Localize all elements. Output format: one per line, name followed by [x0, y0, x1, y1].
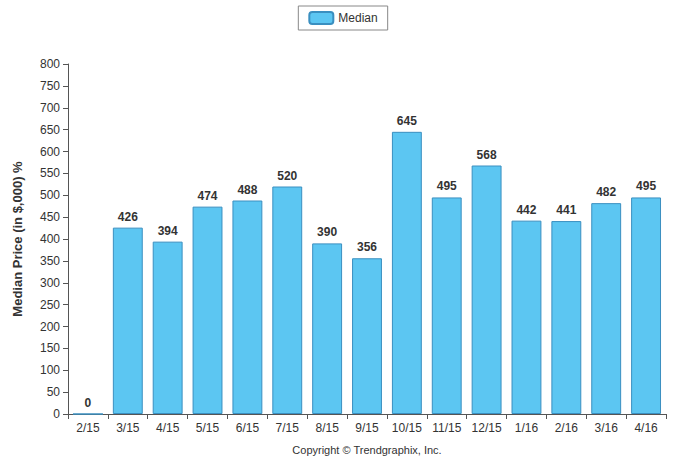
svg-text:350: 350	[40, 254, 60, 268]
svg-text:0: 0	[53, 407, 60, 421]
svg-text:4/16: 4/16	[634, 421, 658, 435]
svg-text:250: 250	[40, 298, 60, 312]
svg-text:200: 200	[40, 320, 60, 334]
svg-text:700: 700	[40, 101, 60, 115]
svg-text:Median: Median	[338, 11, 377, 25]
svg-text:5/15: 5/15	[196, 421, 220, 435]
svg-text:300: 300	[40, 276, 60, 290]
svg-text:9/15: 9/15	[355, 421, 379, 435]
svg-text:Median Price (in $,000) %: Median Price (in $,000) %	[10, 161, 25, 317]
svg-text:150: 150	[40, 341, 60, 355]
svg-text:390: 390	[317, 225, 337, 239]
svg-text:400: 400	[40, 232, 60, 246]
svg-text:520: 520	[277, 169, 297, 183]
svg-text:650: 650	[40, 123, 60, 137]
svg-text:100: 100	[40, 363, 60, 377]
svg-text:2/16: 2/16	[555, 421, 579, 435]
svg-text:645: 645	[397, 114, 417, 128]
svg-text:482: 482	[596, 185, 616, 199]
svg-text:495: 495	[636, 179, 656, 193]
svg-text:500: 500	[40, 188, 60, 202]
svg-text:426: 426	[118, 210, 138, 224]
svg-text:11/15: 11/15	[432, 421, 461, 435]
svg-text:441: 441	[556, 203, 576, 217]
svg-text:800: 800	[40, 57, 60, 71]
svg-text:495: 495	[437, 179, 457, 193]
svg-text:Copyright © Trendgraphix, Inc.: Copyright © Trendgraphix, Inc.	[292, 444, 441, 456]
svg-text:442: 442	[516, 203, 536, 217]
svg-text:6/15: 6/15	[236, 421, 260, 435]
svg-text:600: 600	[40, 145, 60, 159]
svg-text:394: 394	[158, 224, 178, 238]
svg-text:2/15: 2/15	[76, 421, 100, 435]
svg-text:8/15: 8/15	[315, 421, 339, 435]
svg-text:474: 474	[198, 189, 218, 203]
svg-text:3/16: 3/16	[595, 421, 619, 435]
svg-text:3/15: 3/15	[116, 421, 140, 435]
svg-text:50: 50	[47, 385, 61, 399]
svg-text:750: 750	[40, 79, 60, 93]
svg-text:1/16: 1/16	[515, 421, 539, 435]
svg-text:12/15: 12/15	[472, 421, 502, 435]
svg-text:7/15: 7/15	[276, 421, 300, 435]
svg-text:488: 488	[237, 183, 257, 197]
svg-text:0: 0	[85, 396, 92, 410]
svg-text:450: 450	[40, 210, 60, 224]
svg-text:568: 568	[477, 148, 497, 162]
svg-text:550: 550	[40, 166, 60, 180]
svg-text:356: 356	[357, 240, 377, 254]
svg-text:10/15: 10/15	[392, 421, 422, 435]
svg-text:4/15: 4/15	[156, 421, 180, 435]
